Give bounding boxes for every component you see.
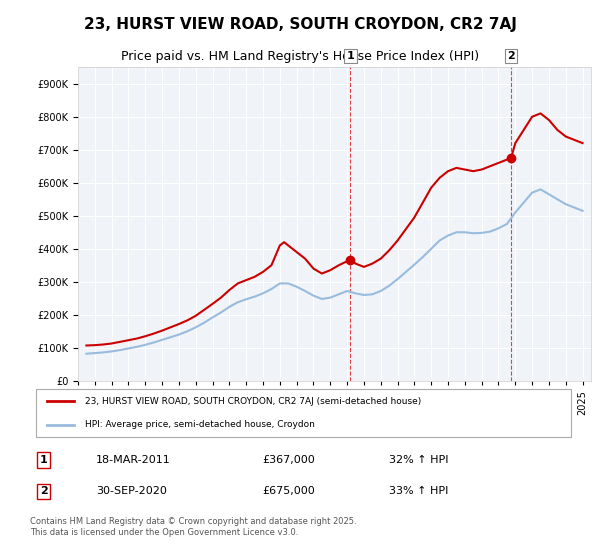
Text: HPI: Average price, semi-detached house, Croydon: HPI: Average price, semi-detached house,… xyxy=(85,420,315,429)
Text: Price paid vs. HM Land Registry's House Price Index (HPI): Price paid vs. HM Land Registry's House … xyxy=(121,50,479,63)
Text: 2: 2 xyxy=(507,51,515,61)
Text: 33% ↑ HPI: 33% ↑ HPI xyxy=(389,487,448,496)
Text: 1: 1 xyxy=(40,455,47,465)
Text: Contains HM Land Registry data © Crown copyright and database right 2025.
This d: Contains HM Land Registry data © Crown c… xyxy=(30,517,356,536)
Text: 1: 1 xyxy=(347,51,355,61)
Text: 23, HURST VIEW ROAD, SOUTH CROYDON, CR2 7AJ: 23, HURST VIEW ROAD, SOUTH CROYDON, CR2 … xyxy=(83,17,517,32)
Text: 2: 2 xyxy=(40,487,47,496)
Text: 30-SEP-2020: 30-SEP-2020 xyxy=(96,487,167,496)
FancyBboxPatch shape xyxy=(35,389,571,437)
Text: £675,000: £675,000 xyxy=(262,487,314,496)
Text: 32% ↑ HPI: 32% ↑ HPI xyxy=(389,455,448,465)
Text: 23, HURST VIEW ROAD, SOUTH CROYDON, CR2 7AJ (semi-detached house): 23, HURST VIEW ROAD, SOUTH CROYDON, CR2 … xyxy=(85,397,421,406)
Text: £367,000: £367,000 xyxy=(262,455,314,465)
Text: 18-MAR-2011: 18-MAR-2011 xyxy=(96,455,171,465)
